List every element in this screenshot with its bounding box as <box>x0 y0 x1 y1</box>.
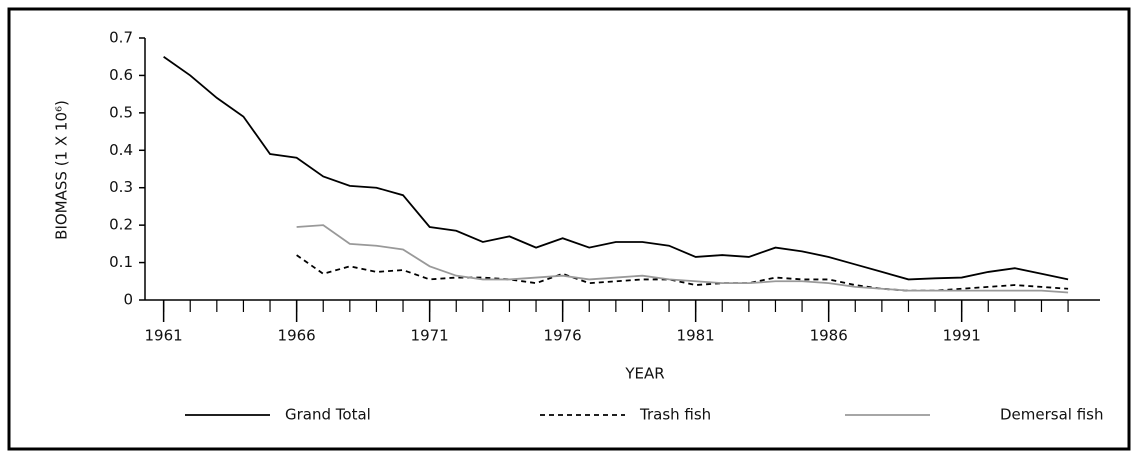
x-axis-title: YEAR <box>624 365 664 383</box>
x-tick-label: 1971 <box>411 327 449 345</box>
y-tick-label: 0 <box>123 291 133 309</box>
series-line <box>163 55 1069 281</box>
y-tick-label: 0.2 <box>109 216 133 234</box>
x-tick-label: 1976 <box>544 327 582 345</box>
legend-label: Trash fish <box>639 406 711 424</box>
y-tick-label: 0.4 <box>109 141 133 159</box>
series-line <box>296 254 1069 292</box>
frame <box>7 7 1131 451</box>
legend-label: Grand Total <box>285 406 371 424</box>
y-tick-label: 0.1 <box>109 253 133 271</box>
x-tick-label: 1981 <box>677 327 715 345</box>
x-tick-label: 1986 <box>810 327 848 345</box>
legend-label: Demersal fish <box>1000 406 1104 424</box>
y-tick-label: 0.7 <box>109 29 133 47</box>
y-tick-label: 0.5 <box>109 103 133 121</box>
x-tick-label: 1961 <box>145 327 183 345</box>
x-tick-label: 1991 <box>943 327 981 345</box>
y-tick-label: 0.6 <box>109 66 133 84</box>
x-tick-label: 1966 <box>278 327 316 345</box>
y-tick-label: 0.3 <box>109 178 133 196</box>
y-axis-title: BIOMASS (1 X 10⁶) <box>53 100 71 240</box>
series-line <box>296 224 1069 294</box>
